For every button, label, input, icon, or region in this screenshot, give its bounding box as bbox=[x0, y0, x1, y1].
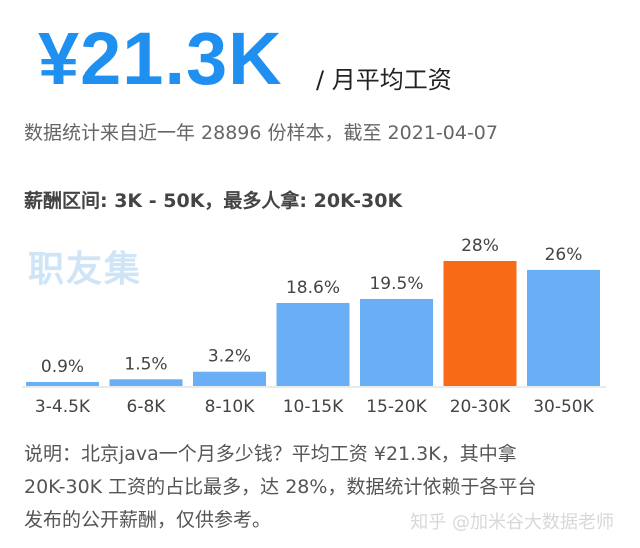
bar-6-8K bbox=[109, 379, 183, 386]
bar-value-label: 0.9% bbox=[41, 357, 84, 377]
note-line: 20K-30K 工资的占比最多，达 28%，数据统计依赖于各平台 bbox=[24, 476, 537, 498]
bar-10-15K bbox=[276, 302, 350, 386]
sample-stats: 数据统计来自近一年 28896 份样本，截至 2021-04-07 bbox=[24, 122, 498, 144]
bar-value-label: 19.5% bbox=[369, 274, 423, 294]
bar-value-label: 3.2% bbox=[208, 347, 251, 367]
bar-value-label: 18.6% bbox=[286, 278, 340, 298]
x-tick-label: 20-30K bbox=[450, 397, 511, 417]
bar-30-50K bbox=[527, 269, 600, 386]
x-tick-label: 8-10K bbox=[205, 397, 256, 417]
bar-value-label: 1.5% bbox=[124, 354, 167, 374]
bar-value-label: 28% bbox=[461, 236, 499, 256]
salary-range: 薪酬区间: 3K - 50K，最多人拿: 20K-30K bbox=[24, 190, 403, 212]
average-salary: ¥21.3K bbox=[38, 17, 283, 100]
x-tick-label: 10-15K bbox=[283, 397, 344, 417]
note-line: 发布的公开薪酬，仅供参考。 bbox=[24, 509, 272, 531]
x-tick-label: 3-4.5K bbox=[35, 397, 91, 417]
author-credit: 知乎 @加米谷大数据老师 bbox=[410, 512, 614, 533]
brand-watermark: 职友集 bbox=[28, 249, 143, 290]
note-line: 说明：北京java一个月多少钱？平均工资 ¥21.3K，其中拿 bbox=[24, 443, 517, 465]
bar-value-label: 26% bbox=[545, 245, 583, 265]
bar-8-10K bbox=[193, 371, 266, 386]
bar-15-20K bbox=[360, 298, 433, 386]
bar-20-30K bbox=[443, 261, 517, 386]
salary-unit-label: / 月平均工资 bbox=[316, 66, 452, 94]
x-tick-label: 6-8K bbox=[127, 397, 167, 417]
x-tick-label: 15-20K bbox=[366, 397, 427, 417]
x-tick-label: 30-50K bbox=[533, 397, 594, 417]
bar-3-4.5K bbox=[26, 381, 99, 386]
explanation-note: 说明：北京java一个月多少钱？平均工资 ¥21.3K，其中拿 20K-30K … bbox=[24, 438, 620, 537]
